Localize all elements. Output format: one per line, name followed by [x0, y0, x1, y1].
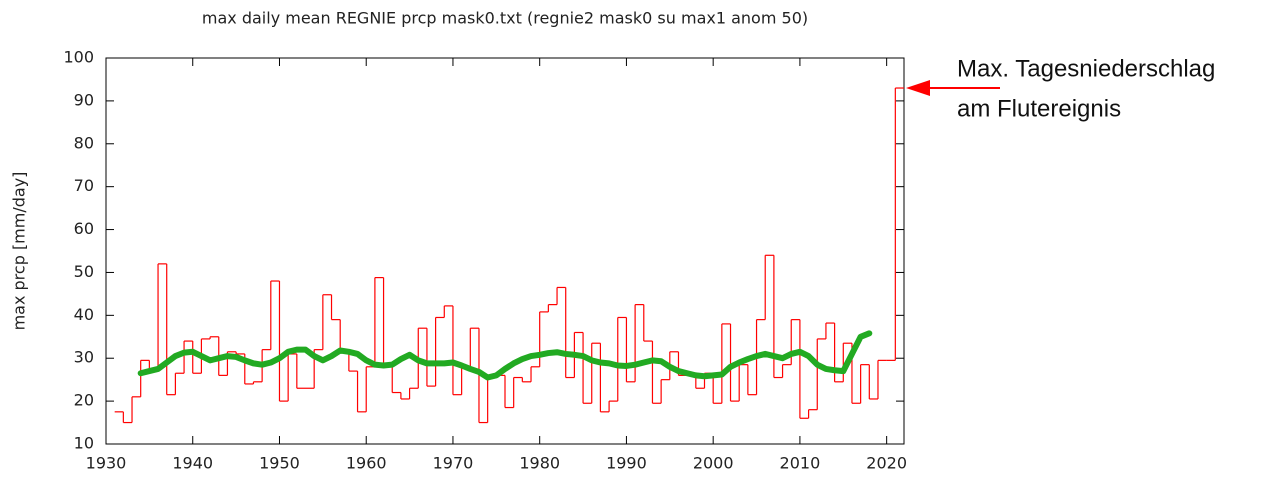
- x-tick-label: 1990: [606, 454, 647, 473]
- x-tick-label: 1930: [86, 454, 127, 473]
- plot-frame: [105, 57, 905, 445]
- x-tick-label: 1960: [346, 454, 387, 473]
- y-tick-label: 60: [74, 219, 94, 238]
- annotation-text: am Flutereignis: [957, 95, 1121, 122]
- x-tick-label: 2020: [866, 454, 907, 473]
- y-tick-label: 80: [74, 133, 94, 152]
- y-tick-label: 70: [74, 176, 94, 195]
- y-tick-label: 30: [74, 348, 94, 367]
- x-tick-label: 2010: [780, 454, 821, 473]
- x-tick-label: 1940: [172, 454, 213, 473]
- x-tick-label: 2000: [693, 454, 734, 473]
- smoothed-line: [137, 330, 873, 381]
- annotation-text: Max. Tagesniederschlag: [957, 55, 1215, 82]
- y-axis-label: max prcp [mm/day]: [10, 172, 29, 331]
- chart-title: max daily mean REGNIE prcp mask0.txt (re…: [202, 9, 808, 28]
- y-tick-label: 10: [74, 434, 94, 453]
- x-tick-label: 1970: [433, 454, 474, 473]
- y-tick-label: 90: [74, 90, 94, 109]
- annotation-arrowhead: [906, 80, 930, 96]
- y-tick-label: 20: [74, 391, 94, 410]
- x-tick-label: 1980: [519, 454, 560, 473]
- y-tick-label: 40: [74, 305, 94, 324]
- y-tick-label: 50: [74, 262, 94, 281]
- x-tick-label: 1950: [259, 454, 300, 473]
- y-tick-label: 100: [63, 48, 94, 67]
